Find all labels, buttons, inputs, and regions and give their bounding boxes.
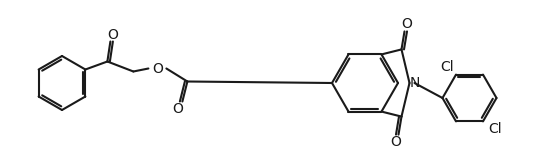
Text: N: N [409,76,420,90]
Text: O: O [152,61,163,76]
Text: O: O [401,17,412,31]
Text: O: O [390,135,401,149]
Text: Cl: Cl [488,122,501,136]
Text: Cl: Cl [440,60,454,74]
Text: O: O [172,101,183,116]
Text: O: O [107,28,118,42]
